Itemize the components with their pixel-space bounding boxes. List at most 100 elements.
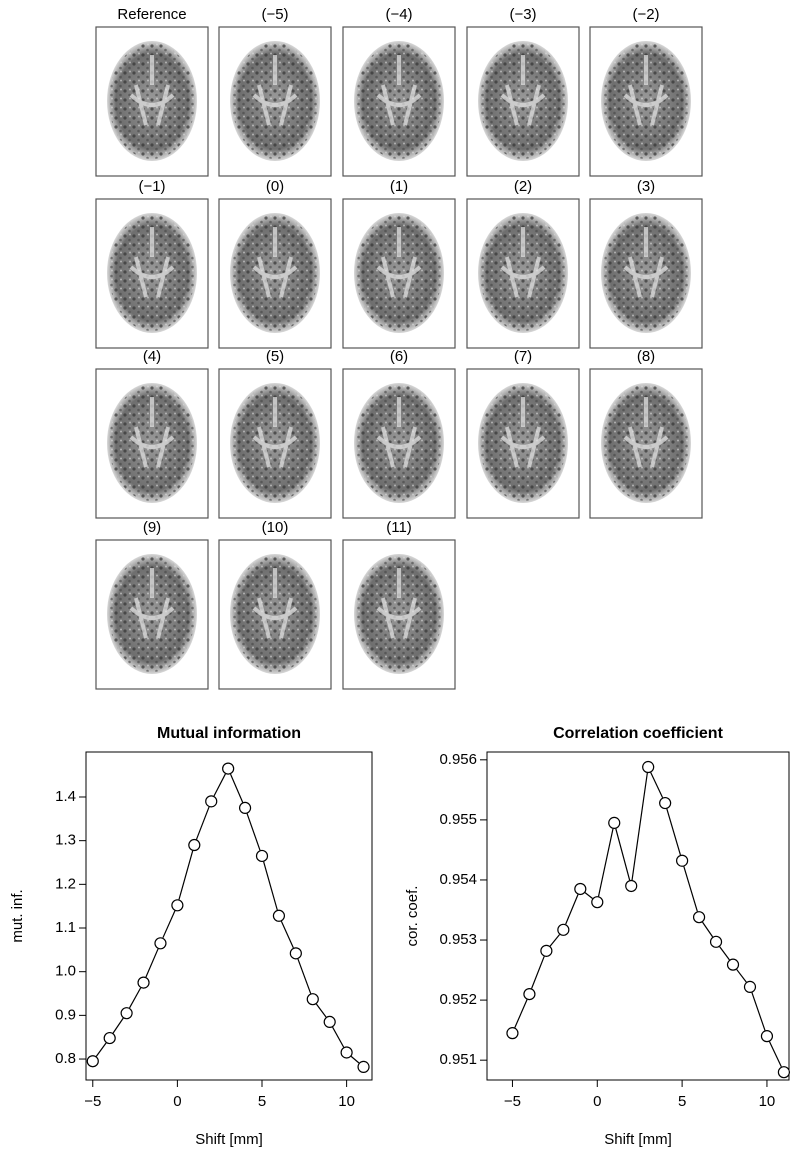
connector xyxy=(350,1055,360,1064)
data-point xyxy=(777,1066,790,1079)
image-label: (5) xyxy=(266,348,284,365)
connector xyxy=(751,992,766,1031)
connector xyxy=(178,850,194,900)
y-tick-label: 1.0 xyxy=(55,963,76,980)
connector xyxy=(162,910,176,939)
image-label: (1) xyxy=(390,178,408,195)
x-tick-label: −5 xyxy=(504,1093,521,1110)
data-point xyxy=(625,879,638,893)
connector xyxy=(263,861,278,911)
brain-slice xyxy=(228,552,322,676)
connector xyxy=(683,866,698,912)
data-point xyxy=(608,816,621,829)
brain-image xyxy=(218,198,332,349)
brain-image xyxy=(342,198,456,349)
connector xyxy=(631,772,648,881)
data-point xyxy=(154,937,167,950)
image-label: (8) xyxy=(637,348,655,365)
brain-slice xyxy=(352,552,446,676)
connector xyxy=(95,1042,107,1057)
brain-slice xyxy=(105,381,199,505)
brain-slice xyxy=(476,381,570,505)
y-tick-label: 0.956 xyxy=(439,751,477,768)
data-point xyxy=(726,958,740,971)
brain-slice xyxy=(352,211,446,335)
brain-image xyxy=(95,26,209,177)
data-point xyxy=(86,1055,99,1068)
connector xyxy=(615,828,631,881)
brain-slice xyxy=(352,39,446,163)
brain-slice xyxy=(599,381,693,505)
y-tick-label: 0.952 xyxy=(439,991,477,1008)
image-label: (7) xyxy=(514,348,532,365)
brain-image xyxy=(589,368,703,519)
data-point xyxy=(137,976,150,989)
connector xyxy=(584,892,593,899)
y-tick-label: 1.1 xyxy=(55,919,76,936)
brain-image xyxy=(218,26,332,177)
brain-image xyxy=(466,198,580,349)
connector xyxy=(768,1041,782,1068)
connector xyxy=(145,948,159,978)
brain-image xyxy=(95,198,209,349)
data-point xyxy=(323,1015,336,1029)
data-point xyxy=(306,993,319,1006)
data-point xyxy=(743,980,757,993)
data-point xyxy=(709,935,723,948)
brain-image xyxy=(342,368,456,519)
y-axis-label: cor. coef. xyxy=(404,886,421,947)
plot-frame xyxy=(85,751,373,1081)
brain-image xyxy=(342,539,456,690)
data-point xyxy=(205,795,218,808)
image-label: (11) xyxy=(386,519,412,536)
connector xyxy=(549,934,561,947)
image-grid: Reference (−5) (−4) (−3) (−2) (−1) (0) (1) (2) (3… xyxy=(95,6,703,690)
connector xyxy=(736,969,747,983)
brain-slice xyxy=(105,552,199,676)
image-label: (2) xyxy=(514,178,532,195)
brain-image xyxy=(466,26,580,177)
data-point xyxy=(692,911,706,924)
x-tick-label: 0 xyxy=(593,1093,601,1110)
data-point xyxy=(760,1030,774,1043)
connector xyxy=(213,773,226,797)
data-point xyxy=(255,849,269,863)
brain-slice xyxy=(476,211,570,335)
x-tick-label: 0 xyxy=(173,1093,181,1110)
connector xyxy=(297,958,312,994)
brain-image xyxy=(218,368,332,519)
connector xyxy=(514,999,528,1028)
data-point xyxy=(238,801,252,815)
data-point xyxy=(120,1007,133,1020)
image-label: (−2) xyxy=(632,6,659,23)
connector xyxy=(315,1003,327,1018)
brain-slice xyxy=(228,381,322,505)
data-point xyxy=(340,1046,353,1059)
image-label: (−5) xyxy=(261,6,288,23)
image-label: (9) xyxy=(143,519,161,536)
connector xyxy=(246,813,261,851)
connector xyxy=(597,828,614,897)
brain-slice xyxy=(352,381,446,505)
data-point xyxy=(523,987,536,1001)
brain-image xyxy=(342,26,456,177)
connector xyxy=(666,808,681,856)
connector xyxy=(531,956,545,989)
connector xyxy=(719,946,730,961)
x-axis-label: Shift [mm] xyxy=(195,1131,263,1148)
data-point xyxy=(171,899,184,912)
data-point xyxy=(103,1031,116,1045)
chart-title: Mutual information xyxy=(157,725,301,742)
connector xyxy=(229,773,244,803)
data-point xyxy=(591,896,604,909)
data-point xyxy=(272,909,286,922)
brain-image xyxy=(466,368,580,519)
y-tick-label: 0.955 xyxy=(439,811,477,828)
data-point xyxy=(676,854,689,867)
brain-slice xyxy=(228,211,322,335)
image-label: (6) xyxy=(390,348,408,365)
image-label: (0) xyxy=(266,178,284,195)
brain-slice xyxy=(599,211,693,335)
